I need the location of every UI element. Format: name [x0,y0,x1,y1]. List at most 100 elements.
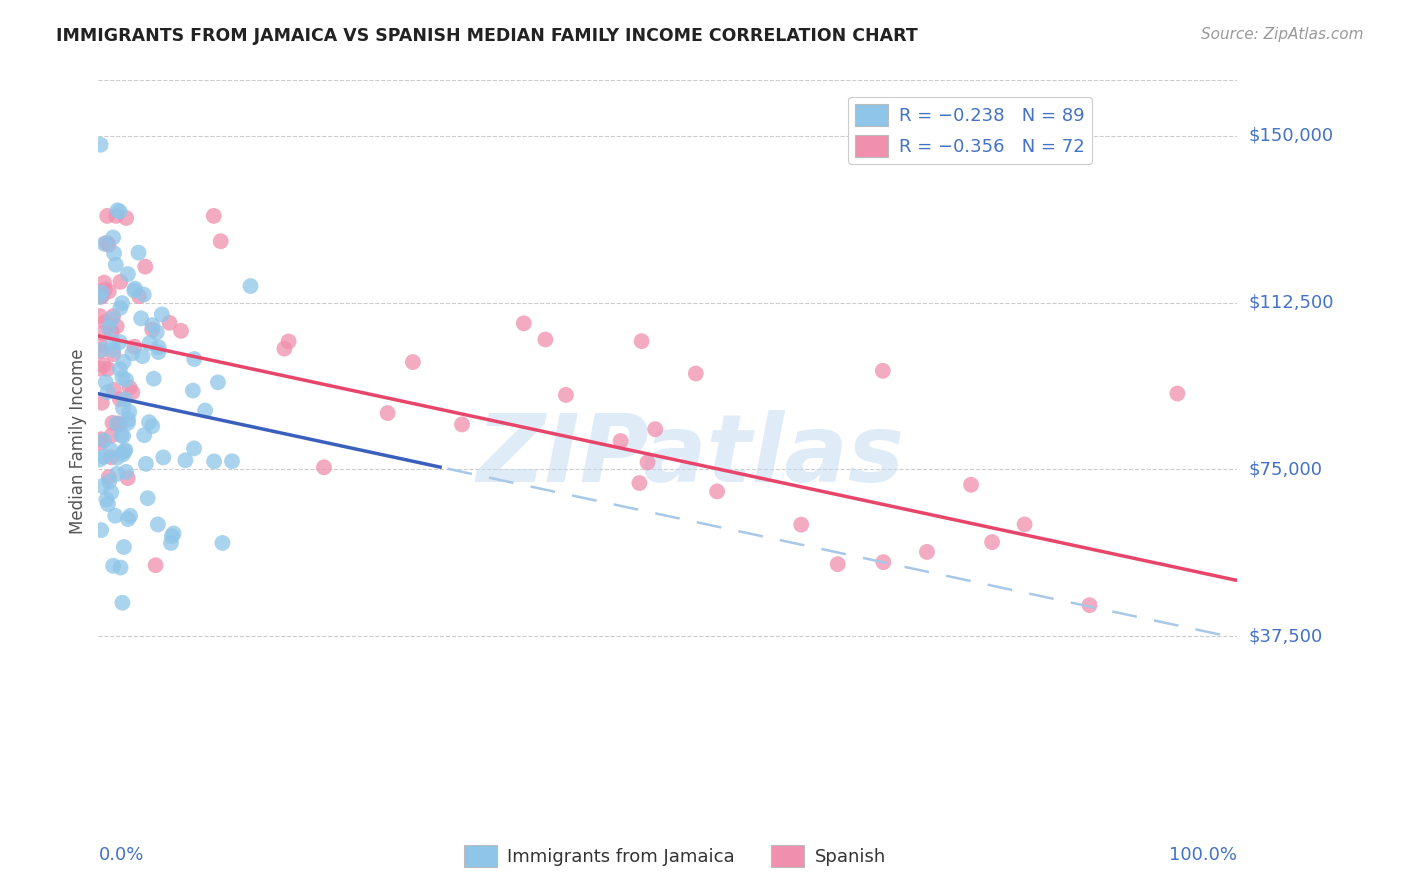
Immigrants from Jamaica [108,334,131,349]
Spanish [872,555,894,569]
Text: $150,000: $150,000 [1249,127,1333,145]
Spanish [134,260,156,274]
Immigrants from Jamaica [181,384,204,398]
Text: ZIPatlas: ZIPatlas [477,410,904,502]
Immigrants from Jamaica [142,372,165,386]
Immigrants from Jamaica [93,434,115,448]
Spanish [105,319,128,334]
Immigrants from Jamaica [104,508,127,523]
Immigrants from Jamaica [121,346,143,360]
Immigrants from Jamaica [174,453,197,467]
Immigrants from Jamaica [110,560,132,574]
Spanish [90,290,112,304]
Immigrants from Jamaica [114,392,136,406]
Spanish [124,340,146,354]
Immigrants from Jamaica [110,301,132,315]
Spanish [377,406,399,420]
Spanish [101,416,124,430]
Spanish [97,285,120,299]
Immigrants from Jamaica [100,485,122,500]
Spanish [630,334,652,348]
Spanish [90,289,112,303]
Immigrants from Jamaica [141,419,163,434]
Immigrants from Jamaica [194,403,217,417]
Immigrants from Jamaica [90,137,112,152]
Spanish [108,392,131,407]
Immigrants from Jamaica [111,447,134,461]
Spanish [513,316,536,330]
Immigrants from Jamaica [112,540,135,554]
Spanish [609,434,631,448]
Spanish [110,275,132,289]
Immigrants from Jamaica [129,311,152,326]
Immigrants from Jamaica [211,536,233,550]
Immigrants from Jamaica [94,375,117,389]
Spanish [97,237,120,252]
Immigrants from Jamaica [112,444,135,458]
Immigrants from Jamaica [128,245,150,260]
Immigrants from Jamaica [117,512,139,526]
Spanish [96,235,118,250]
Immigrants from Jamaica [122,284,145,298]
Immigrants from Jamaica [112,355,135,369]
Spanish [141,323,163,337]
Spanish [451,417,474,432]
Text: 100.0%: 100.0% [1170,847,1237,864]
Immigrants from Jamaica [160,529,183,543]
Immigrants from Jamaica [108,204,131,219]
Spanish [277,334,299,349]
Spanish [100,429,122,443]
Spanish [159,316,181,330]
Immigrants from Jamaica [148,345,170,359]
Immigrants from Jamaica [141,318,163,332]
Spanish [1078,598,1101,612]
Spanish [105,209,128,223]
Immigrants from Jamaica [101,311,124,326]
Immigrants from Jamaica [112,429,135,443]
Spanish [115,211,138,225]
Spanish [121,385,143,400]
Text: Source: ZipAtlas.com: Source: ZipAtlas.com [1201,27,1364,42]
Immigrants from Jamaica [97,321,120,335]
Spanish [103,383,125,397]
Immigrants from Jamaica [117,267,139,281]
Spanish [534,333,557,347]
Immigrants from Jamaica [131,349,153,363]
Immigrants from Jamaica [145,325,167,339]
Spanish [89,344,111,359]
Immigrants from Jamaica [136,491,159,506]
Immigrants from Jamaica [101,335,124,350]
Immigrants from Jamaica [183,442,205,456]
Spanish [1014,517,1036,532]
Immigrants from Jamaica [160,536,183,550]
Spanish [644,422,666,436]
Spanish [685,367,707,381]
Spanish [145,558,167,573]
Immigrants from Jamaica [90,343,112,357]
Spanish [827,557,849,571]
Spanish [117,471,139,485]
Spanish [170,324,193,338]
Immigrants from Jamaica [134,428,156,442]
Immigrants from Jamaica [105,450,128,465]
Spanish [101,309,124,323]
Spanish [706,484,728,499]
Immigrants from Jamaica [150,307,173,321]
Immigrants from Jamaica [162,526,184,541]
Immigrants from Jamaica [93,450,115,464]
Spanish [94,283,117,297]
Spanish [107,417,129,431]
Spanish [93,359,115,373]
Spanish [97,470,120,484]
Immigrants from Jamaica [110,428,132,442]
Text: $112,500: $112,500 [1249,293,1334,311]
Immigrants from Jamaica [91,479,114,493]
Immigrants from Jamaica [138,415,160,429]
Text: $75,000: $75,000 [1249,460,1323,478]
Immigrants from Jamaica [103,246,125,260]
Immigrants from Jamaica [221,454,243,468]
Spanish [960,477,983,491]
Immigrants from Jamaica [112,401,135,415]
Spanish [312,460,335,475]
Immigrants from Jamaica [111,370,134,384]
